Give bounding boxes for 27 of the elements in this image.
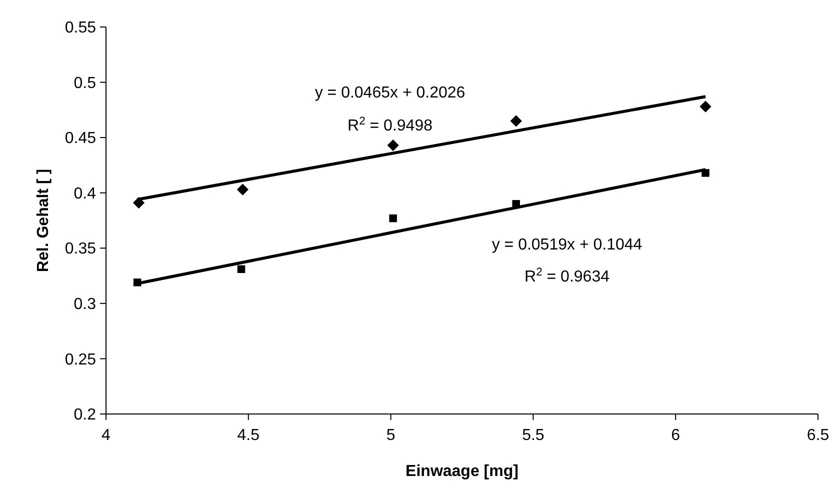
y-tick-label: 0.2 xyxy=(74,406,96,424)
y-tick-label: 0.35 xyxy=(64,240,96,258)
x-tick-label: 6 xyxy=(671,427,680,444)
annotation: R$^{2}$ = 0.9498 xyxy=(348,116,433,135)
y-axis-title: Rel. Gehalt [ ] xyxy=(35,168,52,272)
y-tick-label: 0.25 xyxy=(64,351,96,368)
point xyxy=(700,100,712,112)
point xyxy=(387,140,399,152)
point xyxy=(702,169,710,177)
x-tick-label: 6.5 xyxy=(806,427,830,444)
y-tick-label: 0.4 xyxy=(74,185,96,202)
y-tick-label: 0.3 xyxy=(74,296,96,314)
point xyxy=(510,115,522,127)
x-tick-label: 5 xyxy=(386,427,396,444)
point xyxy=(236,184,249,196)
x-tick-label: 4.5 xyxy=(237,427,260,444)
annotation: y = 0.0519x + 0.1044 xyxy=(492,236,642,254)
point xyxy=(389,214,397,222)
x-tick-label: 4 xyxy=(102,427,111,444)
x-axis-title: Einwaage [mg] xyxy=(406,463,518,480)
point xyxy=(237,265,246,274)
y-tick-label: 0.5 xyxy=(74,74,96,92)
y-tick-label: 0.45 xyxy=(64,130,96,148)
annotation: R$^{2}$ = 0.9634 xyxy=(524,266,610,286)
annotation: y = 0.0465x + 0.2026 xyxy=(314,84,466,102)
x-tick-label: 5.5 xyxy=(522,427,544,444)
y-tick-label: 0.55 xyxy=(64,20,96,37)
